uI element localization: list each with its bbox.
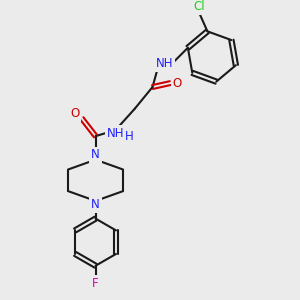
Text: F: F <box>92 277 99 290</box>
Text: N: N <box>91 148 100 161</box>
Text: NH: NH <box>106 127 124 140</box>
Text: O: O <box>70 107 80 120</box>
Text: Cl: Cl <box>194 0 206 13</box>
Text: N: N <box>91 198 100 212</box>
Text: H: H <box>124 130 133 142</box>
Text: O: O <box>172 76 182 90</box>
Text: NH: NH <box>156 57 173 70</box>
